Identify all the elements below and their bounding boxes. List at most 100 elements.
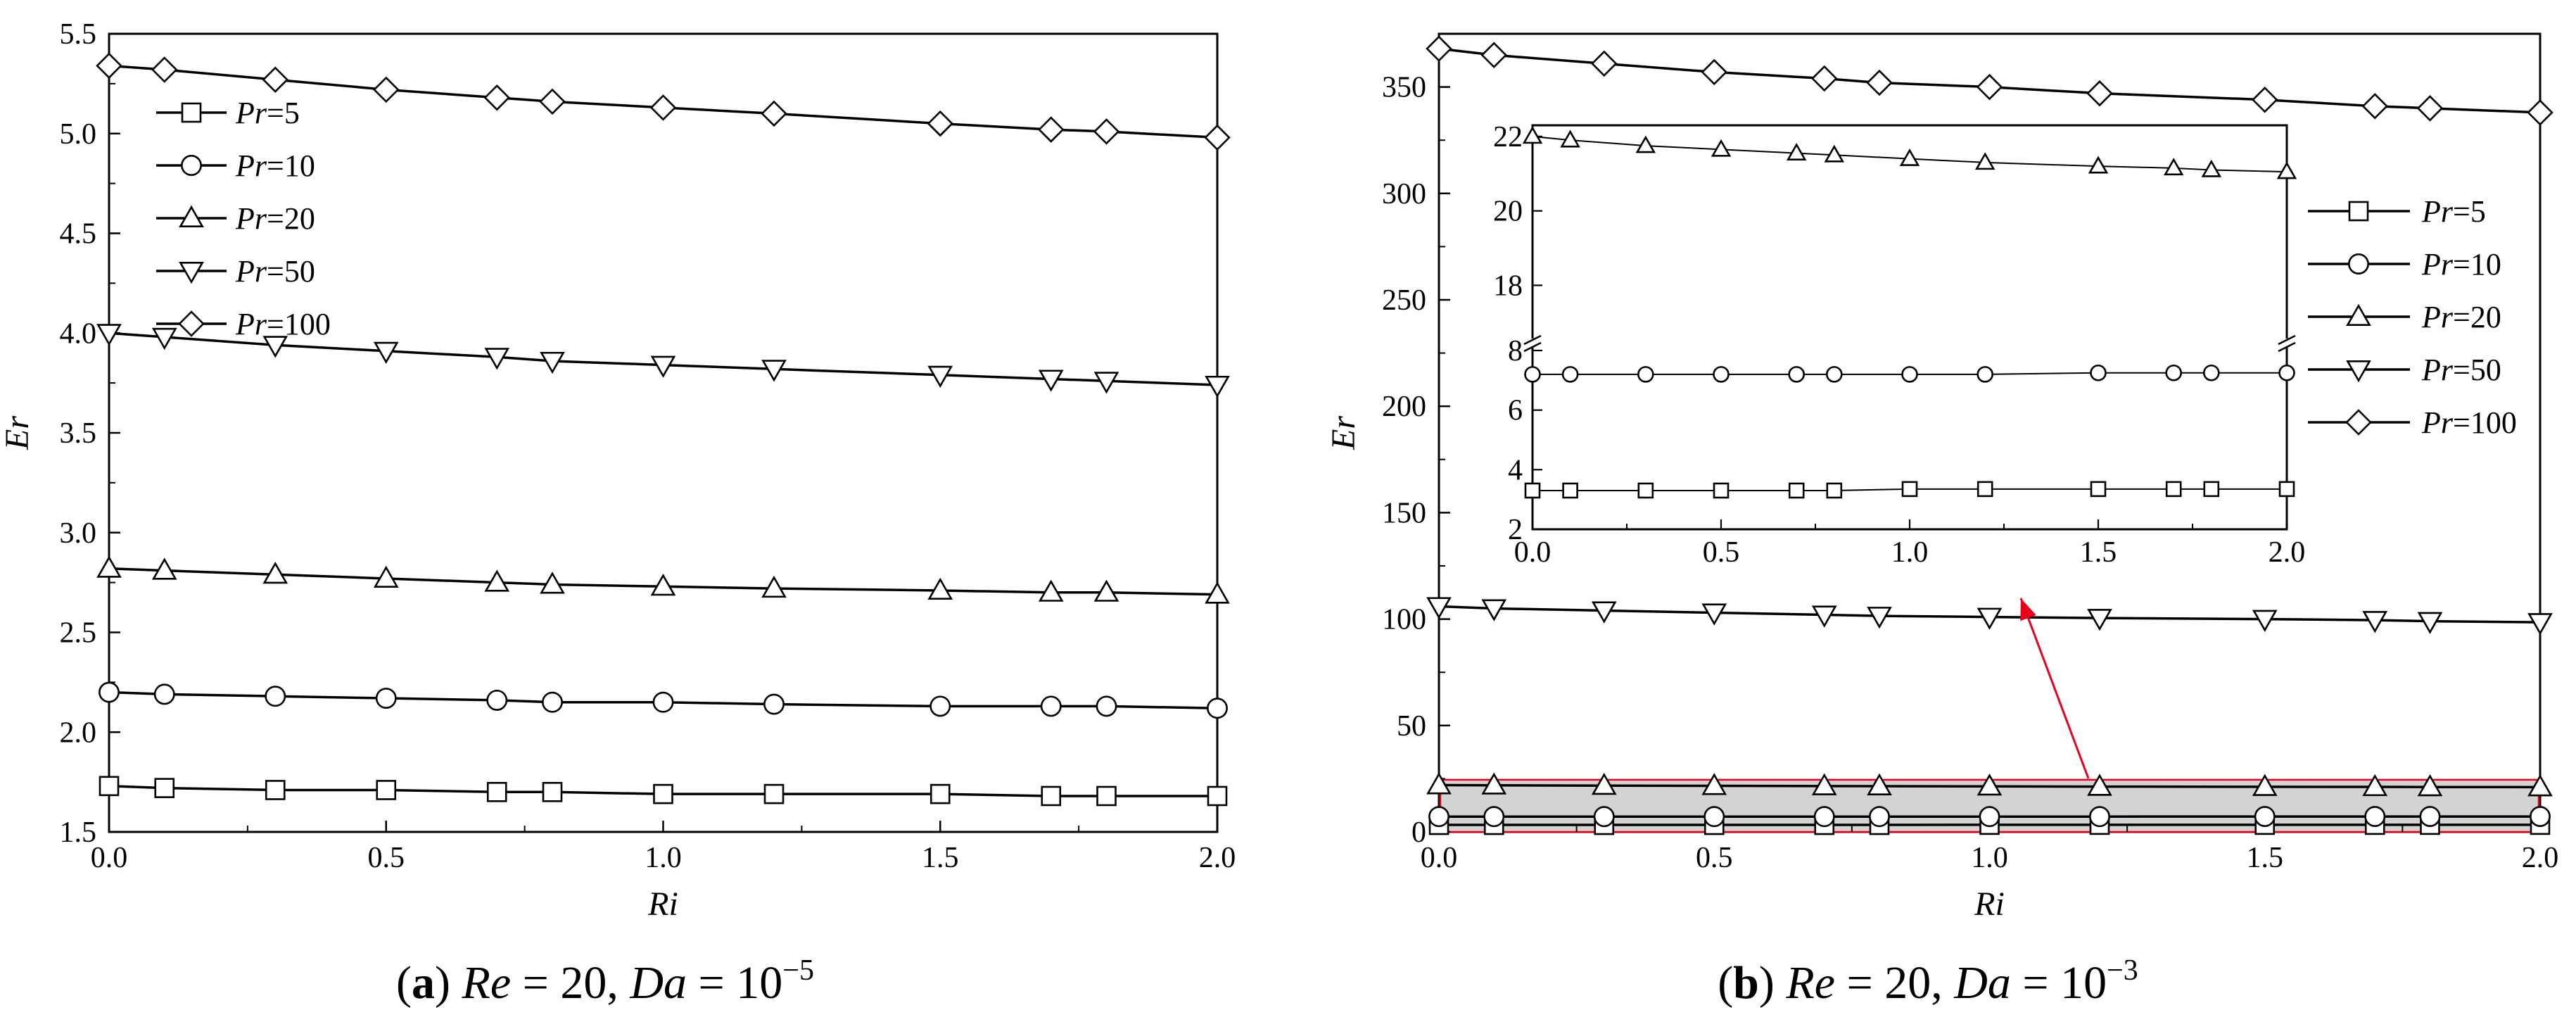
data-point: [650, 574, 676, 596]
x-tick-label: 0.0: [1421, 842, 1458, 874]
data-point: [2252, 774, 2278, 796]
inset-data-point: [2090, 481, 2107, 498]
legend-marker: [2345, 409, 2372, 436]
data-point: [1096, 695, 1117, 717]
data-point: [1703, 806, 1725, 828]
inset-data-point: [2203, 481, 2220, 498]
inset-x-tick-label: 2.0: [2269, 536, 2306, 569]
inset-frame: [1531, 124, 2288, 531]
y-axis-label: Er: [0, 416, 36, 450]
data-point: [2252, 87, 2278, 113]
data-point: [262, 562, 288, 584]
data-point: [99, 776, 120, 797]
x-tick-label: 0.5: [368, 842, 405, 874]
inset-data-point: [1901, 366, 1918, 383]
legend-label-2: Pr=20: [2421, 300, 2501, 334]
data-point: [929, 783, 951, 804]
x-tick-label: 1.5: [922, 842, 959, 874]
data-point: [1426, 597, 1452, 619]
data-point: [761, 100, 787, 127]
series-line-3: [108, 567, 1218, 596]
inset-data-point: [1635, 135, 1656, 153]
inset-y-tick-label: 22: [1493, 121, 1523, 153]
zoom-arrow-head: [2020, 598, 2036, 621]
inset-y-tick-label: 6: [1508, 395, 1523, 427]
data-point: [262, 336, 288, 358]
inset-data-point: [1561, 366, 1579, 383]
inset-x-tick-label: 0.5: [1703, 536, 1740, 569]
data-point: [2362, 774, 2388, 797]
inset-data-point: [1977, 366, 1993, 383]
legend-marker: [2348, 253, 2369, 274]
data-point: [2254, 806, 2276, 828]
data-point: [927, 110, 953, 137]
data-point: [1701, 58, 1727, 86]
legend-label-1: Pr=10: [2421, 247, 2501, 282]
data-point: [1867, 607, 1892, 629]
y-tick-label: 4.0: [60, 317, 97, 350]
x-tick-label: 1.0: [645, 842, 682, 874]
y-axis-label: Er: [1325, 416, 1362, 450]
legend-marker: [2346, 360, 2371, 383]
data-point: [2364, 806, 2386, 828]
data-point: [1428, 806, 1449, 828]
inset-data-point: [1977, 481, 1993, 498]
data-point: [1591, 601, 1617, 624]
data-point: [2527, 774, 2553, 797]
data-point: [2419, 806, 2441, 828]
inset-y-tick-label: 18: [1493, 270, 1523, 302]
inset-data-point: [1786, 143, 1807, 160]
y-tick-label: 0: [1411, 816, 1426, 849]
data-point: [1977, 607, 2003, 630]
series-line-4: [108, 332, 1218, 386]
inset-data-point: [1899, 148, 1920, 166]
data-point: [1038, 579, 1064, 602]
inset-data-point: [2165, 364, 2182, 381]
data-point: [2417, 612, 2443, 634]
inset-y-tick-label: 4: [1508, 454, 1523, 486]
data-point: [761, 575, 787, 598]
series-line-3: [1438, 783, 2541, 789]
y-tick-label: 50: [1397, 710, 1426, 743]
data-point: [1204, 124, 1231, 151]
axis-break-mark: [1523, 341, 1542, 353]
legend-marker: [179, 205, 204, 228]
data-point: [484, 569, 510, 592]
data-point: [1038, 370, 1064, 392]
inset-data-point: [1826, 482, 1843, 499]
legend-marker: [179, 261, 204, 284]
legend-marker: [181, 102, 202, 123]
inset-data-point: [2090, 364, 2107, 381]
data-point: [1811, 605, 1837, 628]
data-point: [2252, 610, 2278, 632]
data-point: [1481, 772, 1507, 795]
data-point: [763, 693, 785, 715]
data-point: [1040, 695, 1062, 717]
data-point: [927, 577, 953, 600]
data-point: [539, 88, 566, 115]
data-point: [2087, 774, 2112, 796]
inset-y-tick-label: 8: [1508, 335, 1523, 367]
data-point: [1480, 42, 1507, 68]
legend-label-4: Pr=100: [2421, 405, 2517, 440]
data-point: [2527, 99, 2553, 126]
data-point: [1038, 116, 1065, 143]
data-point: [1977, 774, 2003, 796]
y-tick-label: 5.5: [60, 18, 97, 51]
data-point: [376, 780, 397, 800]
inset-data-point: [1637, 366, 1654, 383]
legend-label-0: Pr=5: [235, 96, 300, 130]
zoom-arrow: [2019, 598, 2090, 779]
data-point: [1041, 785, 1062, 807]
data-point: [1093, 372, 1119, 394]
inset-data-point: [2278, 364, 2295, 381]
data-point: [373, 76, 400, 103]
data-point: [1426, 35, 1452, 62]
legend-marker: [178, 310, 205, 337]
y-tick-label: 4.5: [60, 218, 97, 251]
legend-label-0: Pr=5: [2421, 194, 2486, 229]
data-point: [540, 351, 565, 374]
data-point: [151, 557, 177, 580]
data-point: [1481, 599, 1507, 621]
